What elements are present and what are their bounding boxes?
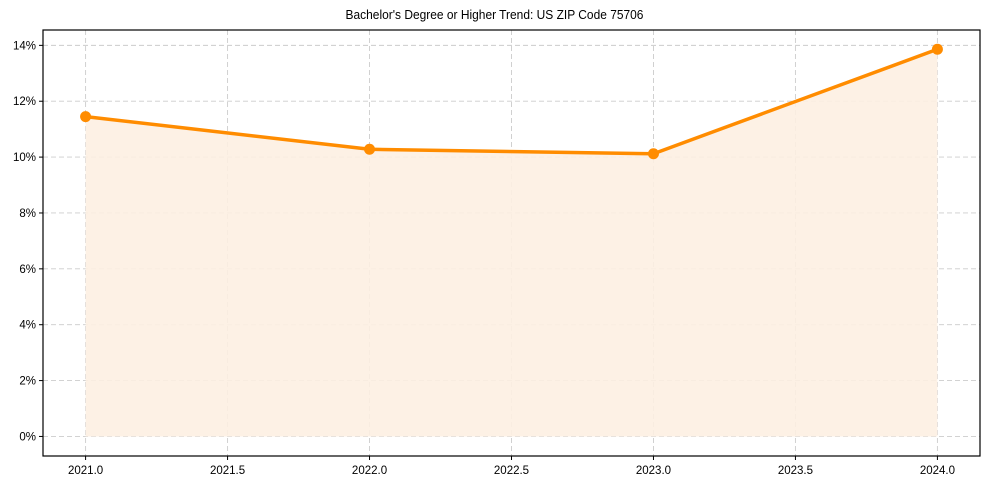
data-markers (80, 43, 943, 160)
chart-title: Bachelor's Degree or Higher Trend: US ZI… (345, 7, 644, 22)
data-point (80, 111, 92, 123)
y-tick-label: 6% (19, 264, 36, 276)
x-tick-label: 2022.0 (352, 465, 387, 477)
x-tick-label: 2022.5 (494, 465, 529, 477)
x-tick-label: 2023.0 (636, 465, 671, 477)
y-tick-label: 0% (19, 431, 36, 443)
y-tick-label: 10% (13, 152, 36, 164)
y-axis: 0% 2% 4% 6% 8% 10% 12% 14% (13, 40, 43, 443)
data-point (364, 143, 376, 155)
y-tick-label: 4% (19, 320, 36, 332)
y-tick-label: 12% (13, 96, 36, 108)
y-tick-label: 14% (13, 40, 36, 52)
x-tick-label: 2023.5 (778, 465, 813, 477)
area-fill (85, 49, 938, 437)
x-tick-label: 2021.5 (210, 465, 245, 477)
data-point (647, 148, 659, 160)
data-line (85, 47, 939, 156)
x-tick-label: 2021.0 (68, 465, 103, 477)
x-tick-label: 2024.0 (920, 465, 955, 477)
data-point (931, 43, 943, 55)
y-tick-label: 2% (19, 376, 36, 388)
x-axis: 2021.0 2021.5 2022.0 2022.5 2023.0 2023.5 2024… (68, 456, 955, 477)
y-tick-label: 8% (19, 208, 36, 220)
